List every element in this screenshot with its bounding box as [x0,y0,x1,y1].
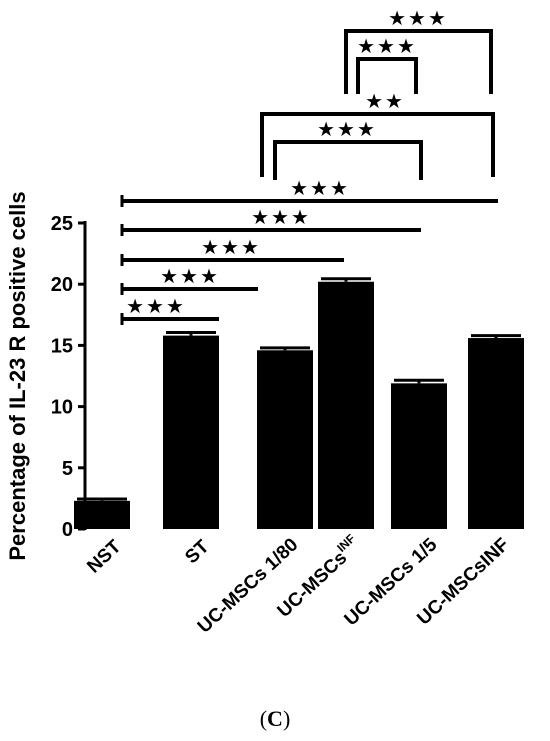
y-axis-title: Percentage of IL-23 R positive cells [5,191,30,560]
significance-stars: ★★★ [317,117,377,141]
y-tick-label: 25 [51,213,73,235]
x-tick-label-text: ST [181,536,213,568]
panel-label: (C) [0,706,550,732]
panel-label-open: ( [259,706,268,731]
significance-bracket [356,57,418,94]
x-tick-label: NST [83,536,125,578]
y-tick-label: 15 [51,335,73,357]
significance-stars: ★★★ [290,176,350,200]
significance-stars: ★★★ [126,294,186,318]
significance-bracket [260,112,495,177]
y-tick-label: 0 [62,519,73,541]
bar [318,281,374,529]
bar [391,383,447,529]
significance-brackets: ★★★★★★★★★★★★★★★★★★★★★★★★★★ [120,6,498,325]
significance-stars: ★★★ [251,205,311,229]
y-tick-label: 5 [62,458,73,480]
x-tick-label: ST [181,536,213,568]
panel-label-close: ) [282,706,291,731]
significance-bracket [344,29,493,94]
significance-stars: ★★★ [160,264,220,288]
bar [257,350,313,529]
y-tick-label: 20 [51,274,73,296]
bar [74,500,130,529]
axes: 0 5 10 15 20 25 [51,213,87,541]
x-tick-label-text: NST [83,536,125,578]
panel-label-letter: C [267,706,283,731]
bar [163,335,219,529]
significance-stars: ★★ [365,89,405,113]
significance-stars: ★★★ [357,34,417,58]
bar [468,338,524,529]
significance-stars: ★★★ [388,6,448,30]
bars [74,277,524,529]
significance-stars: ★★★ [201,235,261,259]
y-tick-label: 10 [51,397,73,419]
y-axis-label: Percentage of IL-23 R positive cells [5,191,30,560]
significance-bracket [273,140,423,180]
